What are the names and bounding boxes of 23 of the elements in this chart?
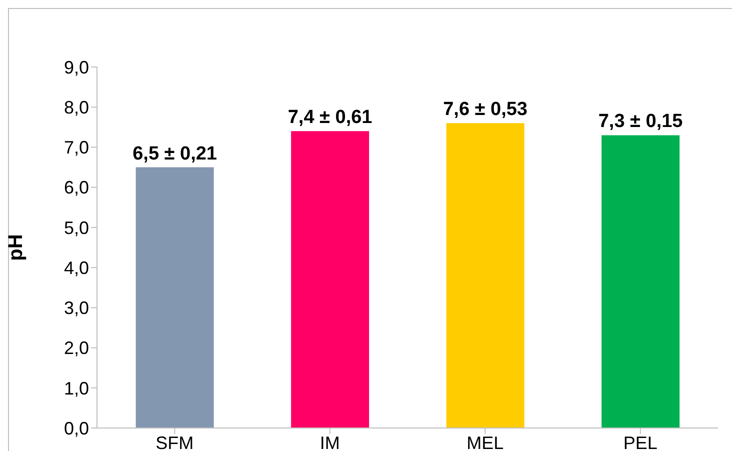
data-label: 7,4 ± 0,61 bbox=[288, 107, 373, 128]
y-tick-label: 7,0 bbox=[64, 138, 89, 158]
y-tick-label: 3,0 bbox=[64, 298, 89, 318]
data-label: 6,5 ± 0,21 bbox=[132, 143, 218, 164]
data-label: 7,3 ± 0,15 bbox=[598, 111, 684, 132]
bar bbox=[446, 123, 524, 428]
bar bbox=[602, 135, 680, 428]
y-tick-label: 9,0 bbox=[64, 57, 89, 78]
bar bbox=[136, 167, 214, 428]
y-tick-label: 2,0 bbox=[64, 338, 89, 358]
y-tick-label: 1,0 bbox=[64, 378, 89, 398]
x-tick-label: IM bbox=[320, 432, 340, 451]
x-tick-label: PEL bbox=[623, 432, 658, 451]
y-axis-title: pH bbox=[5, 234, 28, 261]
y-tick-label: 0,0 bbox=[64, 418, 89, 438]
data-label: 7,6 ± 0,53 bbox=[443, 99, 528, 120]
y-tick-label: 8,0 bbox=[64, 98, 89, 118]
x-tick-label: SFM bbox=[156, 432, 194, 451]
y-tick-label: 6,0 bbox=[64, 178, 89, 198]
y-tick-label: 4,0 bbox=[64, 258, 89, 278]
bar bbox=[291, 131, 370, 428]
x-tick-label: MEL bbox=[466, 432, 504, 451]
y-tick-label: 5,0 bbox=[64, 218, 89, 238]
